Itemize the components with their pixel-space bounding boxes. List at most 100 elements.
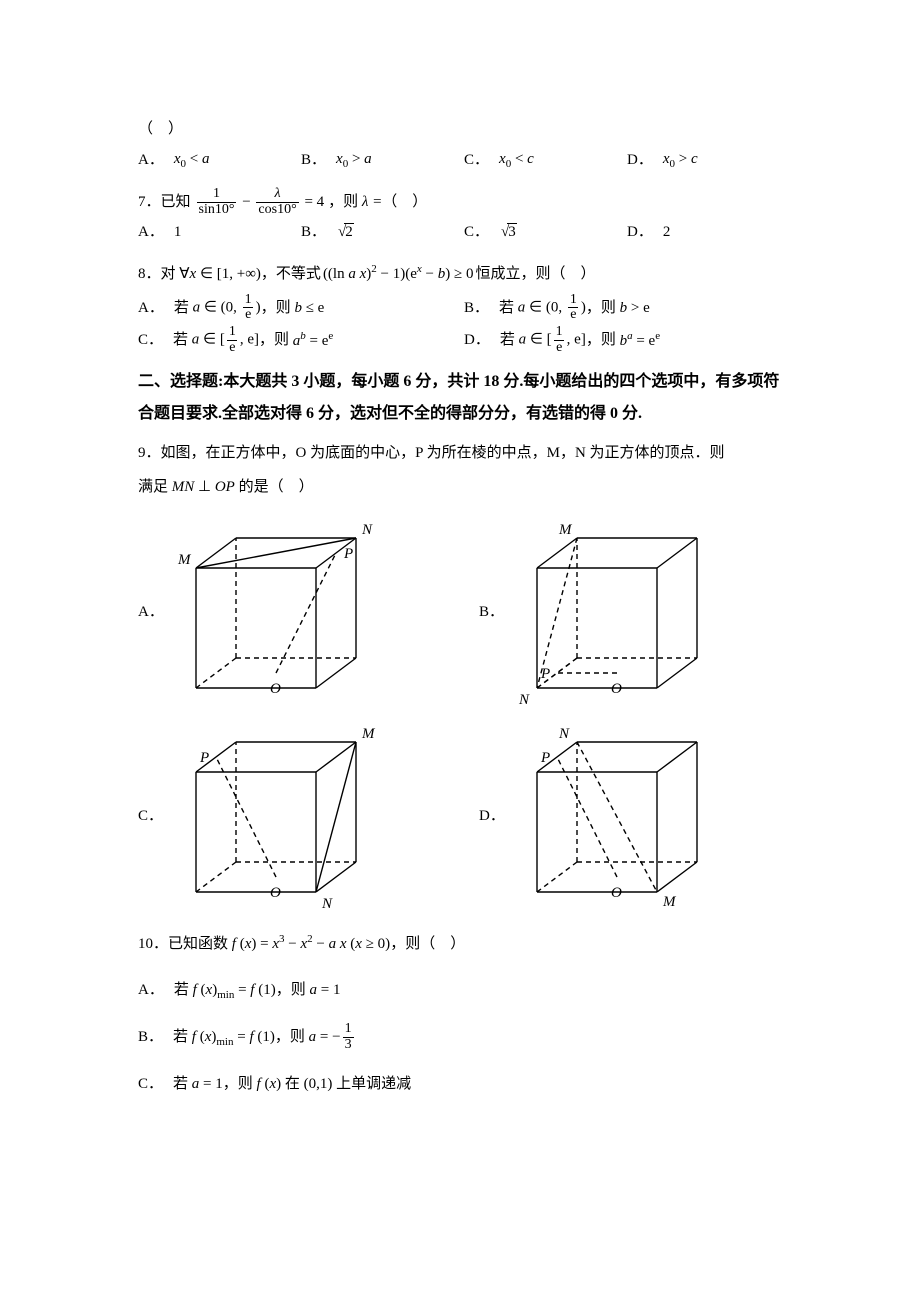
q9-cell-D: D． OMNP (479, 722, 790, 912)
q10-option-A: A． 若 f (x)min = f (1) ，则 a = 1 (138, 975, 790, 1006)
svg-text:M: M (361, 726, 376, 742)
q6-option-D: D．x0 > c (627, 148, 790, 173)
svg-text:P: P (540, 750, 550, 766)
q7-option-B: B． 2 (301, 221, 464, 244)
q6-option-C: C． x0 < c (464, 148, 627, 173)
q8-D-cond: a ∈ [1e, e] (519, 325, 586, 355)
q8-A-prefix: 若 (174, 293, 189, 323)
q6-D-label: D． (627, 149, 653, 172)
svg-text:N: N (321, 896, 333, 912)
q8-D-mid: ，则 (586, 325, 616, 355)
q9-cube-B: OMNP (507, 518, 727, 708)
q10-A-prefix: 若 (174, 975, 189, 1005)
q10-suffix: ，则（ ） (390, 929, 465, 959)
svg-text:N: N (518, 692, 530, 708)
svg-text:N: N (558, 726, 570, 742)
svg-text:M: M (177, 552, 192, 568)
q8-forall: ∀x ∈ [1, +∞) (179, 259, 261, 289)
q10-B-prefix: 若 (173, 1022, 188, 1052)
q8-B-res: b > e (620, 297, 650, 320)
q10-A-cond: f (x)min = f (1) (193, 975, 276, 1006)
q8-B-prefix: 若 (499, 293, 514, 323)
q8-option-C: C． 若 a ∈ [1e, e]，则 ab = ee (138, 325, 464, 355)
q7-blank: （ ） (382, 187, 427, 217)
q10-func: f (x) = x3 − x2 − a x (x ≥ 0) (232, 928, 390, 959)
svg-text:N: N (361, 522, 373, 538)
q10-option-C: C． 若 a = 1 ，则 f (x) 在 (0,1) 上单调递减 (138, 1069, 790, 1099)
q10-B-label: B． (138, 1022, 163, 1052)
q8-A-label: A． (138, 297, 164, 320)
q8-C-cond: a ∈ [1e, e] (192, 325, 259, 355)
svg-text:O: O (270, 885, 281, 901)
q7-B-math: 2 (336, 221, 354, 244)
q9-line1: 9．如图，在正方体中，O 为底面的中心，P 为所在棱的中点，M，N 为正方体的顶… (138, 438, 790, 468)
q8-C-label: C． (138, 329, 163, 352)
q8-D-label: D． (464, 329, 490, 352)
q10-B-mid: ，则 (275, 1022, 305, 1052)
q9-cond: MN ⊥ OP (172, 472, 235, 502)
q9-C-label: C． (138, 805, 166, 828)
q8-option-A: A．若 a ∈ (0, 1e)，则 b ≤ e (138, 293, 464, 323)
q9-cube-A: OMNP (166, 518, 386, 708)
q10-C-mid: ，则 (223, 1069, 253, 1099)
q10-C-label: C． (138, 1069, 163, 1099)
svg-text:P: P (199, 750, 209, 766)
q7-A-label: A． (138, 221, 164, 244)
q9-A-label: A． (138, 601, 166, 624)
q9-cell-B: B． OMNP (479, 518, 790, 708)
q7-C-label: C． (464, 221, 489, 244)
svg-text:O: O (611, 885, 622, 901)
q10-C-prefix: 若 (173, 1069, 188, 1099)
q7-B-label: B． (301, 221, 326, 244)
q9-figures: A． OMNP B． OMNP C． OMNP D． OMNP (138, 518, 790, 912)
q7-D-math: 2 (663, 221, 671, 244)
q8-C-mid: ，则 (259, 325, 289, 355)
q7-prefix: 7．已知 (138, 187, 191, 217)
q6-B-math: x0 > a (336, 148, 372, 173)
q7-option-A: A． 1 (138, 221, 301, 244)
q8-stem: 8．对 ∀x ∈ [1, +∞) ，不等式 ((ln a x)2 − 1)(ex… (138, 258, 790, 289)
q6-B-label: B． (301, 149, 326, 172)
q9-cube-C: O M N P (166, 722, 386, 912)
svg-text:O: O (611, 681, 622, 697)
q8-B-mid: ，则 (586, 293, 616, 323)
q8-C-prefix: 若 (173, 325, 188, 355)
q7-option-D: D．2 (627, 221, 790, 244)
q10-A-res: a = 1 (309, 975, 340, 1005)
q9-cell-C: C． O M N P (138, 722, 449, 912)
q7-suffix: ，则 (328, 187, 358, 217)
q9-line2: 满足 MN ⊥ OP 的是（ ） (138, 472, 790, 502)
section-2-title: 二、选择题:本大题共 3 小题，每小题 6 分，共计 18 分.每小题给出的四个… (138, 366, 790, 430)
q8-D-res: ba = ee (620, 328, 661, 353)
q8-B-label: B． (464, 297, 489, 320)
q10-C-cond: a = 1 (192, 1069, 223, 1099)
q7-math: 1sin10° − λcos10° = 4 (195, 187, 325, 218)
q8-mid: ，不等式 (261, 259, 321, 289)
q10-A-mid: ，则 (276, 975, 306, 1005)
svg-text:M: M (662, 894, 677, 910)
q7-stem: 7．已知 1sin10° − λcos10° = 4 ，则 λ = （ ） (138, 187, 790, 218)
q10-A-label: A． (138, 975, 164, 1005)
q8-D-prefix: 若 (500, 325, 515, 355)
q9-cell-A: A． OMNP (138, 518, 449, 708)
q6-blank: （ ） (138, 114, 790, 144)
page: （ ） A．x0 < a B．x0 > a C．x0 < c D．x0 > c … (0, 0, 920, 1302)
q8-B-cond: a ∈ (0, 1e) (518, 293, 586, 323)
q8-ineq: ((ln a x)2 − 1)(ex − b) ≥ 0 (323, 258, 474, 289)
svg-text:P: P (540, 666, 550, 682)
q10-stem: 10．已知函数 f (x) = x3 − x2 − a x (x ≥ 0) ，则… (138, 928, 790, 959)
q7-A-math: 1 (174, 221, 182, 244)
q9-cube-D: O M NP (507, 722, 727, 912)
q8-row2: C．若 a ∈ [1e, e]，则 ab = ee D．若 a ∈ [1e, e… (138, 325, 790, 355)
q6-blank-text: （ ） (138, 114, 183, 144)
svg-text:O: O (270, 681, 281, 697)
q10-option-B: B． 若 f (x)min = f (1) ，则 a = −13 (138, 1022, 790, 1053)
q6-option-A: A．x0 < a (138, 148, 301, 173)
q6-C-label: C． (464, 149, 489, 172)
q8-A-res: b ≤ e (294, 297, 324, 320)
q6-options: A．x0 < a B． x0 > a C． x0 < c D．x0 > c (138, 148, 790, 173)
q6-C-math: x0 < c (499, 148, 534, 173)
q8-C-res: ab = ee (293, 328, 334, 353)
q10-prefix: 10．已知函数 (138, 929, 228, 959)
q10-C-res: f (x) 在 (0,1) 上单调递减 (257, 1069, 412, 1099)
